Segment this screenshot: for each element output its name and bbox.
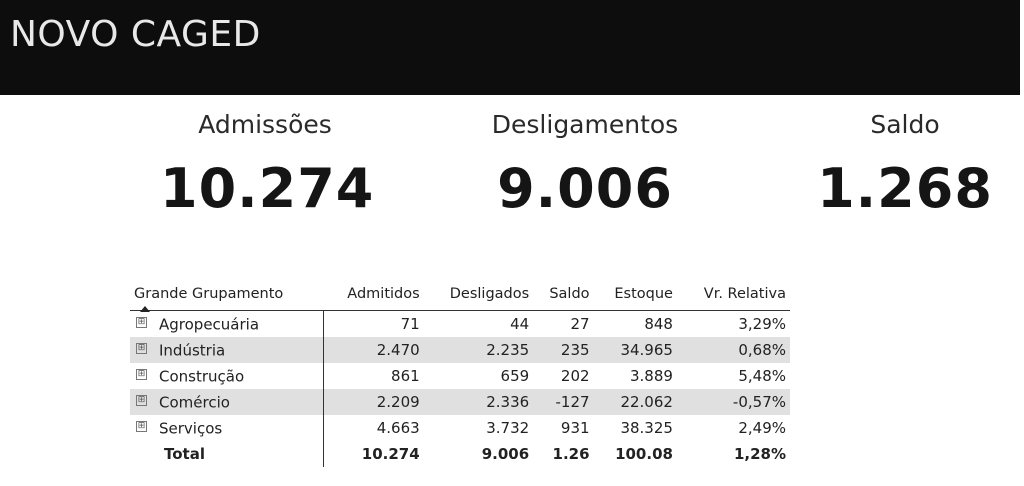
- cell-vr-relativa: 3,29%: [738, 315, 786, 333]
- row-label: Comércio: [159, 393, 230, 412]
- expand-icon[interactable]: ⊞: [136, 368, 147, 380]
- cell-admitidos: 861: [391, 367, 420, 385]
- kpi-card-desligamentos: Desligamentos 9.006: [460, 110, 710, 220]
- kpi-label-desligamentos: Desligamentos: [491, 110, 679, 139]
- table-row: ⊞ Agropecuária 71 44 27 848 3,29%: [130, 310, 790, 337]
- total-saldo: 1.26: [552, 445, 590, 463]
- cell-estoque: 34.965: [593, 337, 677, 363]
- kpi-label-saldo: Saldo: [870, 110, 940, 139]
- expand-icon[interactable]: ⊞: [136, 342, 147, 354]
- row-label: Agropecuária: [159, 315, 260, 334]
- column-header-grupamento[interactable]: Grande Grupamento: [130, 282, 323, 312]
- row-label: Construção: [159, 367, 245, 386]
- column-header-estoque[interactable]: Estoque: [593, 282, 677, 311]
- row-label: Indústria: [159, 341, 226, 360]
- page-title: NOVO CAGED: [10, 14, 261, 55]
- page-header: NOVO CAGED: [0, 0, 1020, 95]
- column-header-desligados[interactable]: Desligados: [423, 282, 534, 311]
- cell-vr-relativa: -0,57%: [676, 389, 790, 415]
- cell-saldo: 202: [560, 367, 590, 385]
- row-label-cell: ⊞ Construção: [130, 363, 324, 389]
- table-row: ⊞ Comércio 2.209 2.336 -127 22.062 -0,57%: [130, 389, 790, 415]
- table-row: ⊞ Indústria 2.470 2.235 235 34.965 0,68%: [130, 337, 790, 363]
- expand-icon[interactable]: ⊞: [136, 394, 147, 406]
- cell-desligados: 659: [500, 367, 530, 385]
- cell-estoque: 38.325: [620, 419, 673, 437]
- column-header-label: Grande Grupamento: [134, 286, 284, 302]
- row-label-cell: ⊞ Indústria: [130, 337, 324, 363]
- row-label-cell: ⊞ Agropecuária: [130, 310, 324, 337]
- table-total-row: Total 10.274 9.006 1.26 100.08 1,28%: [130, 441, 790, 467]
- total-vr-relativa: 1,28%: [733, 445, 786, 463]
- cell-admitidos: 4.663: [376, 419, 420, 437]
- kpi-value-desligamentos: 9.006: [497, 157, 673, 220]
- table-row: ⊞ Construção 861 659 202 3.889 5,48%: [130, 363, 790, 389]
- grupamento-table: Grande Grupamento Admitidos Desligados S…: [130, 282, 790, 467]
- row-label-cell: ⊞ Comércio: [130, 389, 324, 415]
- column-header-saldo[interactable]: Saldo: [533, 282, 594, 311]
- total-label: Total: [130, 441, 324, 467]
- kpi-label-admissoes: Admissões: [198, 110, 332, 139]
- total-estoque: 100.08: [615, 445, 673, 463]
- cell-estoque: 3.889: [630, 367, 673, 385]
- expand-icon[interactable]: ⊞: [136, 420, 147, 432]
- cell-desligados: 3.732: [486, 419, 530, 437]
- sort-ascending-icon[interactable]: [140, 306, 150, 312]
- cell-saldo: 931: [560, 419, 590, 437]
- cell-admitidos: 2.470: [323, 337, 424, 363]
- cell-saldo: -127: [533, 389, 594, 415]
- cell-desligados: 2.336: [423, 389, 534, 415]
- row-label: Serviços: [159, 419, 223, 438]
- kpi-card-saldo: Saldo 1.268: [805, 110, 1005, 220]
- kpi-value-saldo: 1.268: [817, 157, 993, 220]
- kpi-card-admissoes: Admissões 10.274: [160, 110, 375, 220]
- kpi-value-admissoes: 10.274: [160, 157, 375, 220]
- cell-saldo: 235: [533, 337, 594, 363]
- expand-icon[interactable]: ⊞: [136, 316, 147, 328]
- cell-estoque: 22.062: [593, 389, 677, 415]
- cell-vr-relativa: 2,49%: [738, 419, 786, 437]
- total-admitidos: 10.274: [361, 445, 420, 463]
- table-header-row: Grande Grupamento Admitidos Desligados S…: [130, 282, 790, 312]
- total-desligados: 9.006: [481, 445, 530, 463]
- row-label-cell: ⊞ Serviços: [130, 415, 324, 441]
- cell-admitidos: 71: [400, 315, 420, 333]
- cell-estoque: 848: [644, 315, 673, 333]
- column-header-vr-relativa[interactable]: Vr. Relativa: [676, 282, 790, 311]
- column-header-admitidos[interactable]: Admitidos: [323, 282, 424, 311]
- cell-vr-relativa: 0,68%: [676, 337, 790, 363]
- cell-desligados: 44: [510, 315, 530, 333]
- cell-vr-relativa: 5,48%: [738, 367, 786, 385]
- cell-saldo: 27: [570, 315, 590, 333]
- cell-admitidos: 2.209: [323, 389, 424, 415]
- table-row: ⊞ Serviços 4.663 3.732 931 38.325 2,49%: [130, 415, 790, 441]
- cell-desligados: 2.235: [423, 337, 534, 363]
